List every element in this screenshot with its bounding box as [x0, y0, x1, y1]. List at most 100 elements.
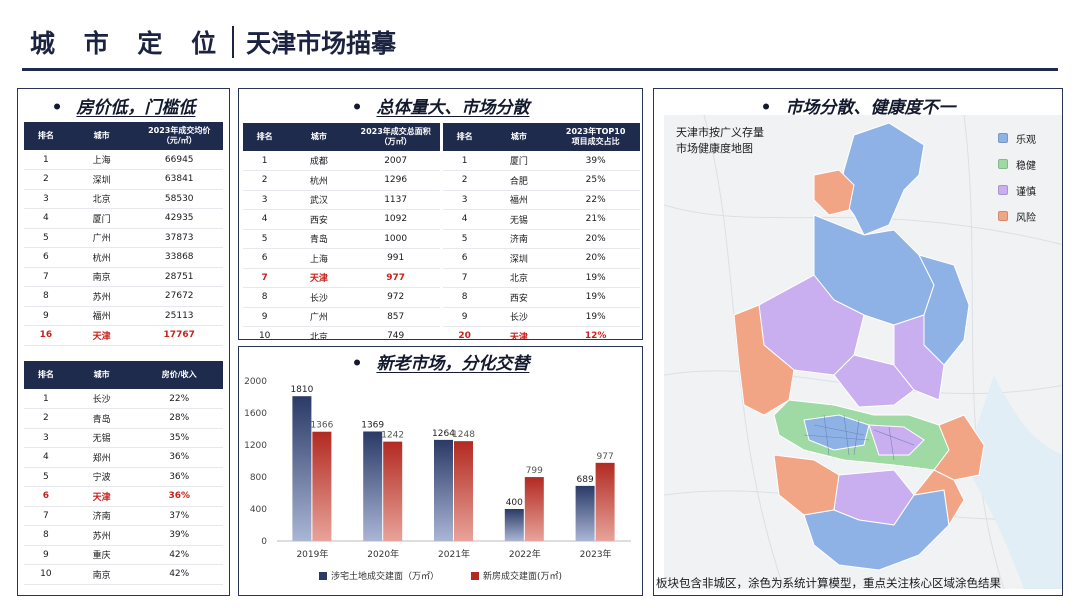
- y-tick-label: 800: [250, 473, 267, 483]
- bar-land: [434, 439, 453, 541]
- panel-market: • 新老市场，分化交替 0 400 800 1200 1600 2000 1810 1366 20…: [238, 346, 643, 596]
- panel-price-title: • 房价低，门槛低: [51, 98, 196, 118]
- top10-share-table: 排名 城市 2023年TOP10 项目成交占比 1 厦门 39% 2 合肥 25% 3 福州 22% 4 无…: [443, 123, 640, 339]
- title-rule: [22, 68, 1058, 71]
- table-cell: 22%: [551, 190, 640, 210]
- table-cell: 济南: [67, 506, 136, 526]
- x-tick-label: 2021年: [438, 548, 470, 560]
- table-cell: 9: [243, 307, 287, 327]
- table-row: 4 西安 1092: [243, 209, 440, 230]
- table-cell: 上海: [286, 248, 352, 269]
- table-cell: 西安: [486, 287, 552, 308]
- legend-swatch: [319, 572, 327, 580]
- table-cell: 南京: [67, 267, 136, 287]
- region-south-risk: [912, 469, 965, 527]
- bar-chart: 0 400 800 1200 1600 2000 1810 1366 2019年 13691242…: [244, 377, 631, 582]
- table-cell: 1: [24, 150, 68, 170]
- x-tick-label: 2022年: [509, 548, 541, 560]
- table-cell: 成都: [286, 151, 352, 171]
- legend-item-stable: 稳健: [998, 151, 1036, 177]
- column-header: 城市: [67, 361, 136, 389]
- table-cell: 58530: [135, 189, 223, 209]
- legend-label: 新房成交建面(万㎡): [483, 570, 562, 582]
- bar-newhome: [383, 441, 403, 541]
- page-title: 城 市 定 位 天津市场描摹: [30, 22, 396, 62]
- table-row: 7 济南 37%: [24, 506, 223, 526]
- table-cell: 福州: [67, 306, 136, 326]
- legend-item-optimistic: 乐观: [998, 125, 1036, 151]
- bar-newhome: [312, 431, 332, 541]
- panel-map: • 市场分散、健康度不一: [653, 88, 1063, 596]
- table-row: 20 天津 12%: [443, 326, 640, 339]
- table-cell: 21%: [551, 209, 640, 230]
- legend-swatch: [471, 572, 479, 580]
- table-cell: 2: [243, 170, 287, 191]
- table-row: 6 杭州 33868: [24, 247, 223, 268]
- table-row: 5 广州 37873: [24, 228, 223, 248]
- table-row: 5 济南 20%: [443, 229, 640, 249]
- table-cell: 1: [243, 151, 287, 171]
- x-tick-label: 2019年: [296, 548, 328, 560]
- table-cell: 5: [24, 228, 68, 248]
- table-cell: 重庆: [67, 545, 136, 565]
- table-row: 1 上海 66945: [24, 150, 223, 170]
- table-row: 10 南京 42%: [24, 564, 223, 585]
- table-cell: 宁波: [67, 467, 136, 487]
- panel-map-title: • 市场分散、健康度不一: [760, 98, 956, 118]
- legend-item-cautious: 谨慎: [998, 177, 1036, 203]
- table-cell: 63841: [135, 169, 223, 190]
- table-cell: 1: [24, 389, 68, 409]
- table-cell: 苏州: [67, 525, 136, 546]
- table-cell: 8: [243, 287, 287, 308]
- table-cell: 青岛: [286, 229, 352, 249]
- table-cell: 749: [351, 326, 440, 339]
- table-cell: 天津: [486, 326, 552, 339]
- table-cell: 福州: [486, 190, 552, 210]
- x-tick-label: 2020年: [367, 548, 399, 560]
- y-tick-label: 0: [261, 537, 267, 547]
- column-header: 排名: [243, 123, 287, 151]
- column-header: 城市: [286, 123, 352, 151]
- data-label: 799: [526, 466, 543, 476]
- table-cell: 33868: [135, 247, 223, 268]
- table-cell: 3: [243, 190, 287, 210]
- table-row: 1 长沙 22%: [24, 389, 223, 409]
- table-cell: 7: [24, 506, 68, 526]
- region-coast-risk: [933, 414, 985, 481]
- table-cell: 4: [243, 209, 287, 230]
- y-tick-label: 400: [250, 505, 267, 515]
- table-cell: 郑州: [67, 447, 136, 468]
- data-label: 400: [506, 498, 523, 508]
- table-cell: 42%: [135, 564, 223, 585]
- table-cell: 济南: [486, 229, 552, 249]
- bar-land: [575, 485, 595, 541]
- panel-market-title: • 新老市场，分化交替: [351, 354, 530, 374]
- legend-swatch: [998, 185, 1008, 195]
- table-cell: 青岛: [67, 408, 136, 429]
- table-cell: 杭州: [286, 170, 352, 191]
- column-header: 排名: [24, 122, 68, 150]
- table-cell: 长沙: [486, 307, 552, 327]
- table-cell: 6: [243, 248, 287, 269]
- table-row: 4 厦门 42935: [24, 208, 223, 229]
- table-cell: 1000: [351, 229, 440, 249]
- table-cell: 长沙: [67, 389, 136, 409]
- table-cell: 39%: [135, 525, 223, 546]
- table-cell: 无锡: [486, 209, 552, 230]
- table-cell: 天津: [67, 325, 136, 346]
- table-row: 9 广州 857: [243, 307, 440, 327]
- y-tick-label: 2000: [244, 377, 267, 387]
- table-cell: 19%: [551, 307, 640, 327]
- tianjin-map: [663, 114, 1062, 590]
- table-row: 9 重庆 42%: [24, 545, 223, 565]
- table-cell: 9: [24, 545, 68, 565]
- table-row: 5 青岛 1000: [243, 229, 440, 249]
- table-row: 7 天津 977: [243, 268, 440, 288]
- table-cell: 4: [443, 209, 487, 230]
- bar-newhome: [524, 477, 544, 541]
- table-cell: 28%: [135, 408, 223, 429]
- table-row: 6 上海 991: [243, 248, 440, 269]
- title-separator: [232, 26, 235, 58]
- table-cell: 合肥: [486, 170, 552, 191]
- table-cell: 42%: [135, 545, 223, 565]
